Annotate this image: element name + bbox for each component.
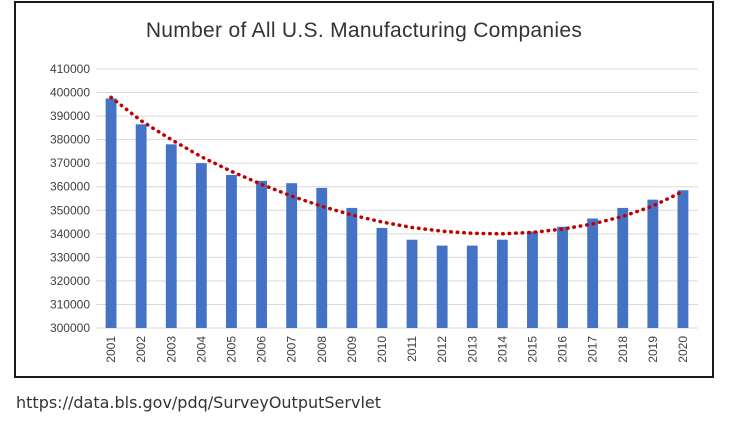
chart-frame: Number of All U.S. Manufacturing Compani… (14, 1, 714, 378)
x-tick-label: 2020 (676, 336, 690, 363)
bar-2003 (165, 144, 177, 328)
bar-2002 (135, 124, 147, 328)
y-tick-label: 390000 (50, 109, 90, 123)
y-tick-label: 380000 (50, 133, 90, 147)
bar-2013 (466, 245, 478, 328)
x-tick-label: 2011 (405, 336, 419, 362)
x-tick-label: 2003 (164, 336, 178, 363)
bar-2016 (557, 226, 568, 328)
x-tick-label: 2016 (556, 336, 570, 363)
trendline (109, 95, 685, 236)
x-tick-label: 2019 (646, 336, 660, 363)
x-tick-label: 2013 (465, 336, 479, 363)
bar-2012 (436, 245, 448, 328)
bar-2008 (316, 187, 328, 328)
bar-2011 (406, 239, 418, 328)
bar-2018 (617, 207, 629, 328)
bar-chart: 300000 310000 320000 330000 340000 350000 3600… (50, 62, 698, 363)
x-tick-label: 2002 (134, 336, 148, 363)
bar-2015 (527, 231, 538, 328)
bar-2019 (647, 199, 659, 328)
chart-title: Number of All U.S. Manufacturing Compani… (145, 19, 583, 42)
y-tick-label: 300000 (50, 321, 90, 335)
x-tick-label: 2014 (495, 336, 509, 363)
y-tick-label: 400000 (50, 86, 90, 100)
x-tick-label: 2018 (616, 336, 630, 363)
x-tick-label: 2006 (255, 336, 269, 363)
bar-2009 (346, 207, 358, 328)
x-tick-label: 2008 (315, 336, 329, 363)
y-tick-label: 410000 (50, 62, 90, 76)
bar-2014 (496, 239, 508, 328)
x-tick-label: 2004 (194, 336, 208, 363)
y-tick-label: 310000 (50, 297, 90, 311)
x-tick-label: 2001 (104, 336, 118, 363)
bar-2010 (376, 227, 388, 328)
bar-2001 (105, 98, 117, 328)
x-tick-label: 2015 (525, 336, 539, 363)
bar-2017 (587, 218, 599, 328)
y-tick-label: 350000 (50, 203, 90, 217)
bar-2006 (256, 180, 267, 328)
y-tick-label: 330000 (50, 250, 90, 264)
x-tick-label: 2010 (375, 336, 389, 363)
source-url: https://data.bls.gov/pdq/SurveyOutputSer… (16, 393, 382, 412)
x-tick-label: 2005 (224, 336, 238, 363)
bar-2007 (286, 183, 298, 328)
y-tick-label: 340000 (50, 227, 90, 241)
y-tick-label: 360000 (50, 180, 90, 194)
y-tick-label: 320000 (50, 274, 90, 288)
x-tick-label: 2012 (435, 336, 449, 363)
x-tick-label: 2009 (345, 336, 359, 363)
bar-2004 (195, 163, 207, 328)
bar-2020 (677, 190, 689, 328)
bar-2005 (226, 174, 237, 328)
x-tick-label: 2017 (586, 336, 600, 363)
y-tick-label: 370000 (50, 156, 90, 170)
x-tick-label: 2007 (285, 336, 299, 363)
